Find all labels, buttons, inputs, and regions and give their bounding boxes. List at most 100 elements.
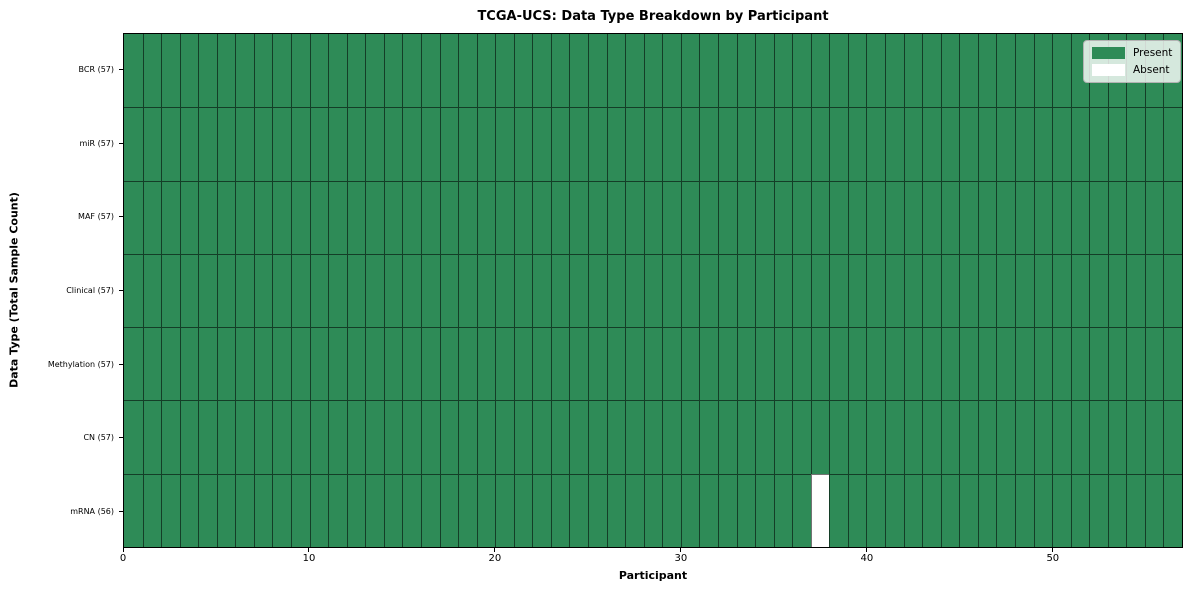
heatmap-cell (755, 180, 774, 254)
x-axis-label: Participant (618, 569, 688, 582)
heatmap-cell (773, 253, 793, 328)
heatmap-cell (959, 107, 978, 181)
heatmap-cell (476, 253, 496, 328)
heatmap-cell (328, 180, 347, 254)
x-tick-mark (1052, 548, 1054, 552)
heatmap-cell (829, 180, 848, 254)
heatmap-cell (439, 253, 459, 328)
heatmap-cell (625, 180, 644, 254)
heatmap-cell (365, 400, 384, 474)
heatmap-cell (569, 253, 589, 328)
heatmap-cell (996, 107, 1015, 181)
heatmap-cell (680, 473, 700, 547)
heatmap-cell (235, 180, 254, 254)
heatmap-cell (588, 180, 607, 254)
heatmap-cell (1052, 107, 1071, 181)
heatmap-cell (495, 400, 514, 474)
heatmap-cell (643, 327, 663, 401)
heatmap-cell (569, 327, 589, 401)
heatmap-cell (922, 473, 941, 547)
heatmap-cell (216, 400, 236, 474)
x-tick-mark (122, 548, 124, 552)
x-tick-label: 30 (674, 553, 688, 564)
heatmap-cell (588, 253, 607, 328)
heatmap-cell (755, 473, 774, 547)
heatmap-cell (253, 253, 273, 328)
heatmap-cell (1070, 473, 1090, 547)
heatmap-cell (235, 34, 254, 108)
heatmap-cell (476, 107, 496, 181)
heatmap-cell (1144, 180, 1164, 254)
heatmap-cell (272, 107, 292, 181)
heatmap-cell (532, 327, 551, 401)
heatmap-cell (198, 107, 217, 181)
heatmap-cell (903, 473, 923, 547)
heatmap-cell (736, 327, 756, 401)
heatmap-cell (736, 253, 756, 328)
heatmap-cell (402, 107, 421, 181)
heatmap-cell (198, 180, 217, 254)
heatmap-cell (346, 34, 366, 108)
heatmap-cell (662, 107, 681, 181)
heatmap-cell (885, 253, 904, 328)
heatmap-cell (161, 34, 180, 108)
heatmap-cell (680, 107, 700, 181)
heatmap-cell (272, 34, 292, 108)
heatmap-cell (940, 107, 960, 181)
heatmap-cell (402, 327, 421, 401)
heatmap-cell (1052, 253, 1071, 328)
heatmap-cell (420, 34, 440, 108)
heatmap-cell (847, 400, 867, 474)
heatmap-cell (513, 34, 533, 108)
heatmap-cell (1033, 327, 1053, 401)
heatmap-cell (959, 473, 978, 547)
heatmap-cell (272, 473, 292, 547)
heatmap-cell (1144, 327, 1164, 401)
x-tick-label: 50 (1046, 553, 1060, 564)
heatmap-cell (142, 34, 162, 108)
heatmap-cell (1014, 34, 1034, 108)
heatmap-cell (235, 473, 254, 547)
heatmap-cell (124, 473, 143, 547)
heatmap-cell (216, 107, 236, 181)
y-tick-label: BCR (57) (78, 65, 114, 75)
heatmap-cell (235, 253, 254, 328)
heatmap-cell (792, 473, 811, 547)
heatmap-cell (699, 180, 718, 254)
heatmap-cell (253, 107, 273, 181)
heatmap-cell (291, 107, 310, 181)
heatmap-cell (959, 253, 978, 328)
heatmap-cell (513, 253, 533, 328)
heatmap-cell (365, 107, 384, 181)
x-tick-mark (680, 548, 682, 552)
present-swatch-icon (1092, 47, 1125, 59)
heatmap-cell (606, 400, 626, 474)
heatmap-cell (588, 327, 607, 401)
heatmap-cell (662, 180, 681, 254)
heatmap-cell (1070, 180, 1090, 254)
heatmap-cell (810, 327, 830, 401)
heatmap-cell (328, 400, 347, 474)
heatmap-cell (253, 34, 273, 108)
heatmap-cell (903, 107, 923, 181)
heatmap-cell (216, 253, 236, 328)
heatmap-cell (383, 473, 403, 547)
heatmap-cell (699, 327, 718, 401)
heatmap-cell (1144, 473, 1164, 547)
heatmap-cell (309, 253, 329, 328)
heatmap-cell (829, 107, 848, 181)
heatmap-cell (1107, 180, 1127, 254)
heatmap-cell (959, 400, 978, 474)
heatmap-cell (1144, 400, 1164, 474)
heatmap-cell (885, 327, 904, 401)
heatmap-cell (829, 400, 848, 474)
heatmap-cell (439, 180, 459, 254)
heatmap-cell (662, 34, 681, 108)
heatmap-cell (903, 180, 923, 254)
heatmap-cell (810, 34, 830, 108)
heatmap-cell (1052, 400, 1071, 474)
heatmap-cell (866, 34, 886, 108)
heatmap-cell (588, 34, 607, 108)
heatmap-cell (940, 253, 960, 328)
